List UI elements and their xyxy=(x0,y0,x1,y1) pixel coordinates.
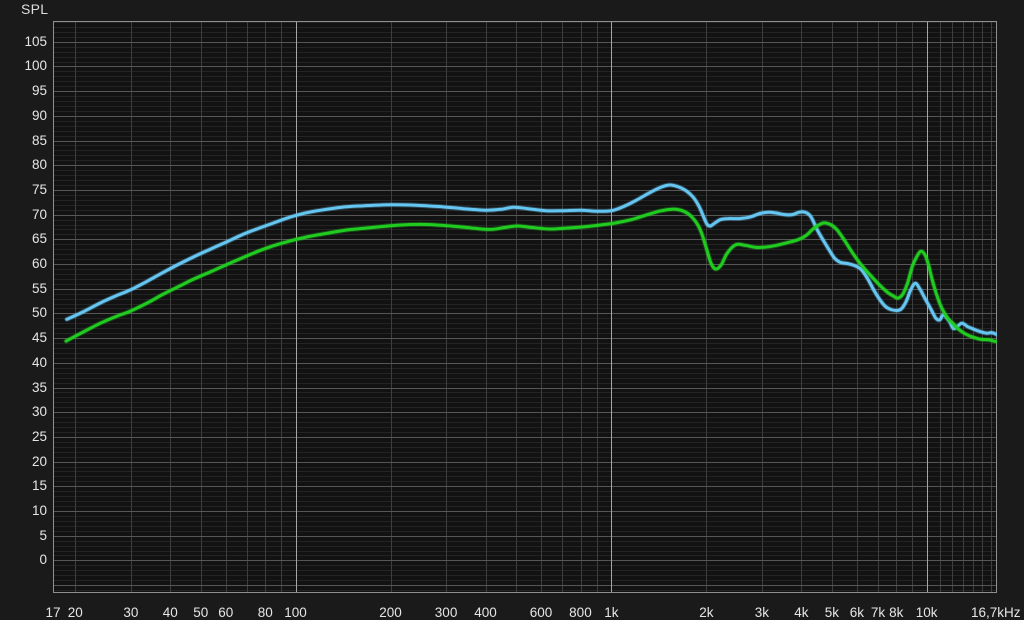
x-tick-label: 2k xyxy=(699,605,714,620)
curve-green xyxy=(63,206,997,345)
x-tick-label: 40 xyxy=(162,605,178,620)
x-tick-label: 800 xyxy=(569,605,592,620)
y-tick-label: 105 xyxy=(24,33,47,49)
y-tick-label: 15 xyxy=(31,478,47,494)
curve-cyan xyxy=(64,182,997,338)
curve-cyan-line xyxy=(65,183,997,337)
x-tick-label: 4k xyxy=(794,605,809,620)
minor-horizontal-gridlines xyxy=(53,22,997,591)
x-tick-label: 8k xyxy=(889,605,904,620)
y-tick-label: 0 xyxy=(39,552,47,568)
major-horizontal-gridlines xyxy=(53,42,997,586)
x-tick-label: 100 xyxy=(284,605,307,620)
y-tick-label: 65 xyxy=(31,231,47,247)
x-tick-label: 30 xyxy=(123,605,139,620)
y-tick-label: 40 xyxy=(31,354,47,370)
x-tick-label: 10k xyxy=(915,605,938,620)
x-tick-label: 200 xyxy=(379,605,402,620)
y-axis-title: SPL xyxy=(21,1,49,17)
y-tick-label: 95 xyxy=(31,83,47,99)
y-tick-label: 50 xyxy=(31,305,47,321)
x-tick-label: 3k xyxy=(754,605,770,620)
x-tick-label: 80 xyxy=(257,605,273,620)
y-tick-label: 35 xyxy=(31,379,47,395)
x-tick-label: 6k xyxy=(849,605,864,620)
x-tick-label: 300 xyxy=(434,605,458,620)
x-tick-label: 50 xyxy=(193,605,209,620)
y-tick-label: 75 xyxy=(31,181,47,197)
x-tick-label: 20 xyxy=(67,605,83,620)
x-tick-label: 16,7kHz xyxy=(971,605,1021,620)
x-tick-label: 400 xyxy=(474,605,497,620)
y-tick-label: 30 xyxy=(31,404,47,420)
x-tick-label: 60 xyxy=(218,605,234,620)
y-tick-label: 55 xyxy=(31,280,47,296)
y-tick-label: 10 xyxy=(31,503,47,518)
y-tick-label: 80 xyxy=(31,157,47,173)
y-tick-label: 60 xyxy=(31,256,47,272)
x-tick-label: 600 xyxy=(529,605,553,620)
y-tick-label: 100 xyxy=(24,58,47,74)
y-tick-label: 45 xyxy=(31,330,47,346)
y-tick-label: 85 xyxy=(31,132,47,148)
x-tick-label: 5k xyxy=(824,605,840,620)
x-tick-label: 1k xyxy=(604,605,619,620)
plot-border xyxy=(53,21,997,593)
x-tick-label: 17 xyxy=(45,605,61,620)
major-vertical-gridlines xyxy=(296,21,928,593)
y-tick-label: 25 xyxy=(31,428,47,444)
y-tick-label: 20 xyxy=(31,453,47,469)
y-tick-label: 70 xyxy=(31,206,47,222)
y-tick-label: 5 xyxy=(39,527,47,543)
x-tick-label: 7k xyxy=(870,605,886,620)
y-tick-label: 90 xyxy=(31,107,47,123)
curve-green-line xyxy=(64,207,997,344)
